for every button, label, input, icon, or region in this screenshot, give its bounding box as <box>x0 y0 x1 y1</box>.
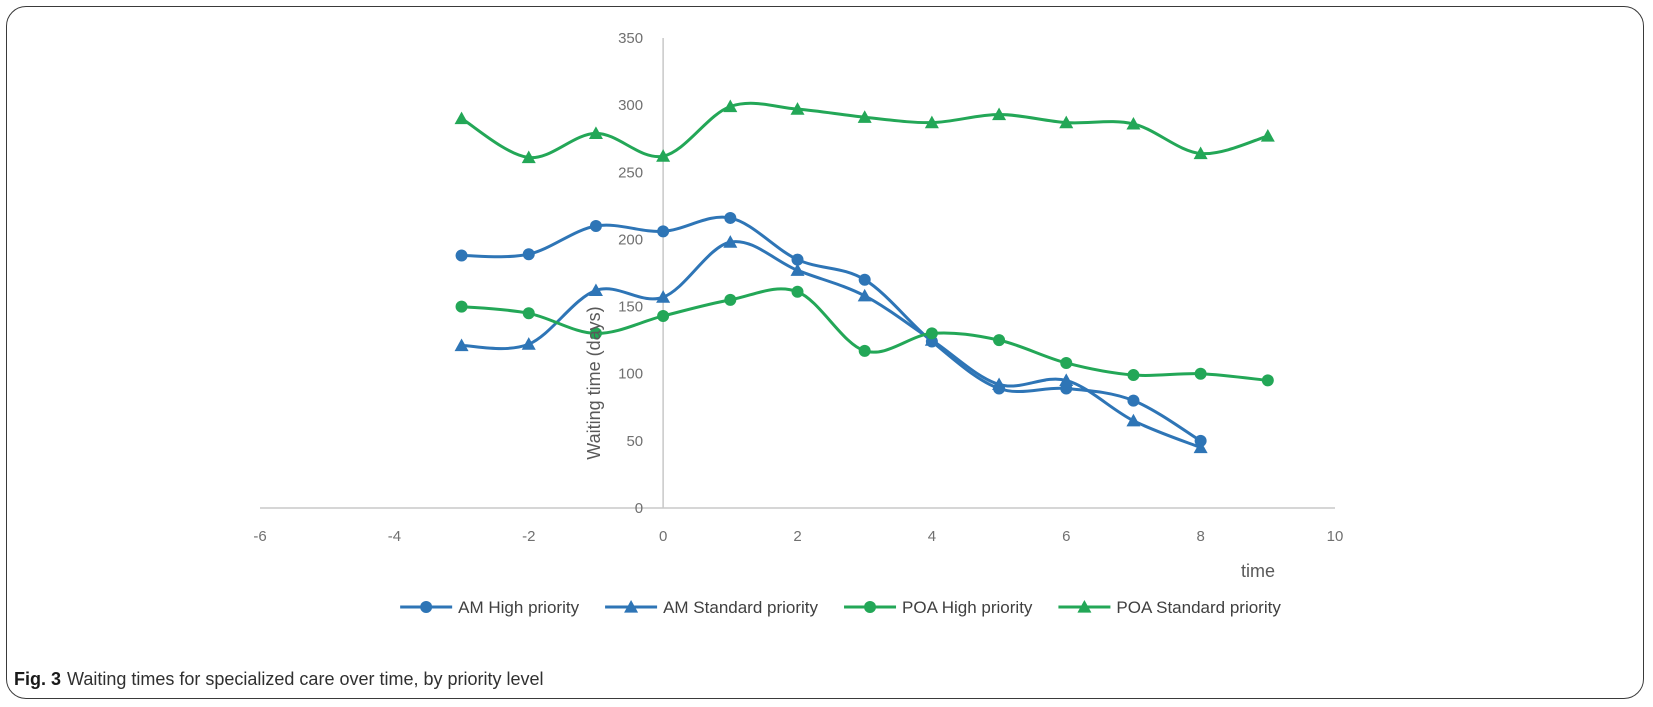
series-1 <box>455 211 1207 447</box>
data-point <box>790 102 805 115</box>
series-2 <box>454 235 1208 454</box>
y-tick-label: 0 <box>635 500 643 517</box>
figure-caption-text: Waiting times for specialized care over … <box>67 669 544 689</box>
data-point <box>1127 369 1140 382</box>
data-point <box>454 338 469 352</box>
data-point <box>521 150 536 164</box>
x-tick-label: -4 <box>388 528 401 545</box>
chart-legend: AM High priority AM Standard priority POA … <box>400 598 1281 617</box>
legend-item: AM High priority <box>400 598 580 617</box>
figure-number: Fig. 3 <box>14 669 62 689</box>
legend-marker <box>1077 600 1092 613</box>
legend-item: POA Standard priority <box>1058 598 1281 617</box>
x-tick-label: 4 <box>928 528 936 545</box>
data-point <box>724 293 737 306</box>
y-axis-title: Waiting time (days) <box>584 306 604 459</box>
x-axis-title: time <box>1241 561 1275 581</box>
data-point <box>1193 440 1208 454</box>
data-point <box>1126 413 1141 427</box>
data-point <box>857 110 872 123</box>
data-point <box>1260 129 1275 142</box>
data-point <box>1261 374 1274 387</box>
data-point <box>454 111 469 125</box>
data-point <box>522 307 535 320</box>
chart-series-layer <box>454 99 1275 454</box>
x-tick-label: -2 <box>522 528 535 545</box>
data-point <box>858 344 871 357</box>
data-point <box>455 300 468 313</box>
data-point <box>992 107 1007 121</box>
data-point <box>924 333 939 346</box>
data-point <box>790 263 805 276</box>
data-point <box>858 273 871 286</box>
y-tick-label: 150 <box>618 299 643 316</box>
data-point <box>723 99 738 113</box>
data-point <box>1194 367 1207 380</box>
data-point <box>589 220 602 232</box>
legend-marker <box>624 600 639 613</box>
legend-label: POA Standard priority <box>1116 598 1281 617</box>
data-point <box>724 211 737 224</box>
y-tick-label: 100 <box>618 366 643 383</box>
data-point <box>992 377 1007 391</box>
data-point <box>656 290 671 303</box>
x-tick-label: 0 <box>659 528 667 545</box>
data-point <box>1059 115 1074 129</box>
y-tick-label: 250 <box>618 164 643 181</box>
data-point <box>588 126 603 139</box>
data-point <box>656 149 671 162</box>
data-point <box>589 327 602 340</box>
data-point <box>657 225 670 238</box>
data-point <box>1193 146 1208 160</box>
data-point <box>791 253 804 266</box>
data-point <box>924 115 939 129</box>
x-tick-label: 8 <box>1196 528 1204 545</box>
data-point <box>993 334 1006 347</box>
data-point <box>455 249 468 262</box>
data-point <box>723 235 738 248</box>
series-3 <box>455 285 1274 387</box>
legend-item: POA High priority <box>844 598 1033 617</box>
data-point <box>588 283 603 297</box>
y-tick-label: 50 <box>626 433 643 450</box>
data-point <box>925 327 938 340</box>
legend-label: POA High priority <box>902 598 1033 617</box>
x-tick-label: 2 <box>793 528 801 545</box>
series-4 <box>454 99 1275 164</box>
legend-item: AM Standard priority <box>605 598 819 617</box>
x-tick-label: -6 <box>253 528 266 545</box>
x-tick-label: 10 <box>1327 528 1344 545</box>
x-tick-label: 6 <box>1062 528 1070 545</box>
data-point <box>1059 373 1074 387</box>
series-line <box>461 240 1202 449</box>
y-tick-label: 350 <box>618 30 643 47</box>
figure-frame <box>6 6 1644 699</box>
y-tick-label: 300 <box>618 97 643 114</box>
data-point <box>1060 356 1073 369</box>
data-point <box>791 285 804 298</box>
data-point <box>522 248 535 261</box>
data-point <box>657 309 670 322</box>
data-point <box>1127 394 1140 407</box>
legend-marker <box>420 601 433 613</box>
figure-caption: Fig. 3 Waiting times for specialized care… <box>14 669 544 690</box>
legend-marker <box>864 601 877 613</box>
data-point <box>521 337 536 350</box>
y-tick-label: 200 <box>618 231 643 248</box>
legend-label: AM Standard priority <box>663 598 818 617</box>
series-line <box>461 287 1268 382</box>
data-point <box>857 288 872 302</box>
data-point <box>1126 116 1141 130</box>
legend-label: AM High priority <box>458 598 579 617</box>
